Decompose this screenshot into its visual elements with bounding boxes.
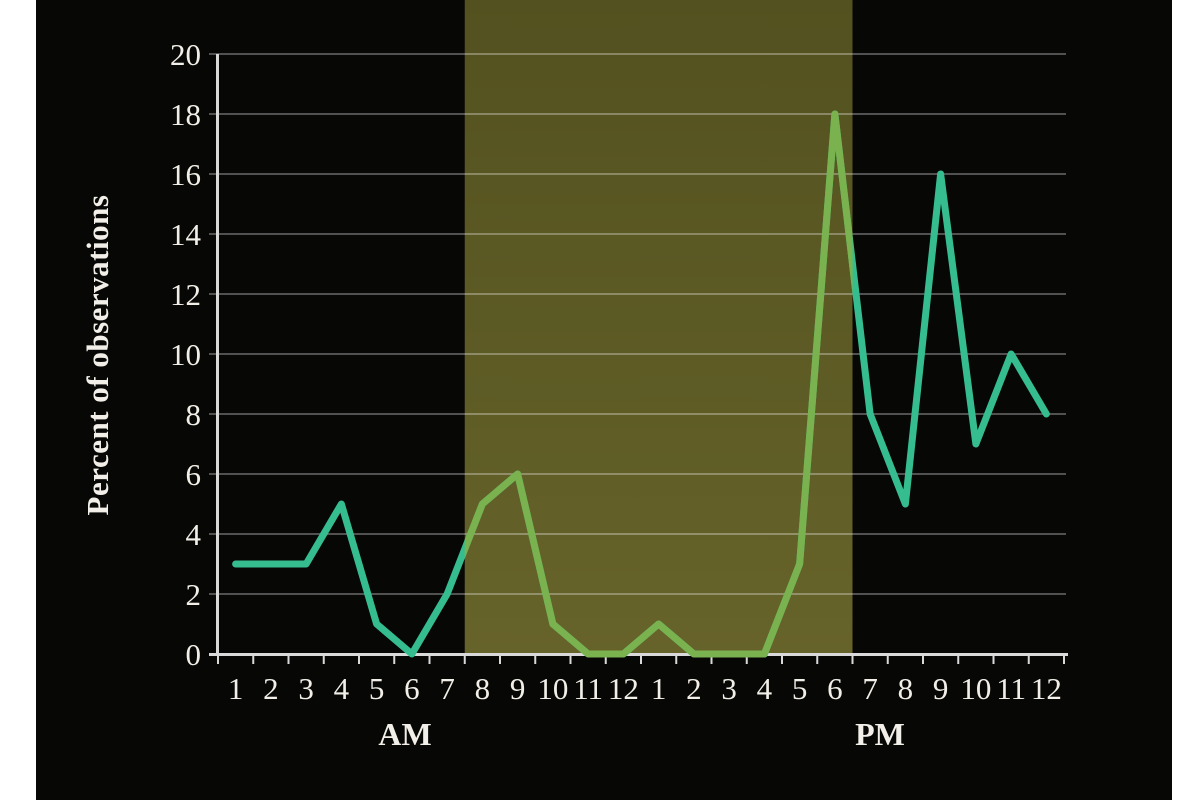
x-tick-label: 1 [651,671,667,706]
pm-group-label: PM [855,716,905,752]
x-tick-label: 9 [510,671,526,706]
activity-line-chart: 1 2 3 4 5 6 7 8 9 10 11 12 1 2 3 4 5 6 7 8 9 10 11 120246810121… [80,0,1068,752]
y-tick-label: 12 [170,277,201,312]
am-group-label: AM [378,716,431,752]
x-tick-label: 4 [334,671,350,706]
plot-area: 1 2 3 4 5 6 7 8 9 10 11 12 1 2 3 4 5 6 7 8 9 10 11 120246810121… [170,0,1068,706]
shaded-region [464,0,853,655]
x-tick-label: 10 [537,671,568,706]
x-tick-label: 12 [1031,671,1062,706]
x-tick-label: 3 [298,671,314,706]
y-tick-label: 4 [186,517,202,552]
x-tick-label: 6 [827,671,843,706]
x-tick-label: 11 [573,671,603,706]
x-tick-label: 10 [960,671,991,706]
y-tick-label: 0 [186,637,202,672]
y-axis-title: Percent of observations [80,195,115,516]
x-tick-label: 9 [933,671,949,706]
x-tick-label: 1 [228,671,244,706]
y-tick-label: 2 [186,577,202,612]
x-tick-label: 12 [608,671,639,706]
x-tick-label: 2 [263,671,279,706]
x-tick-label: 7 [862,671,878,706]
y-tick-label: 20 [170,37,201,72]
activity-line-shaded [464,110,853,658]
y-tick-label: 10 [170,337,201,372]
x-tick-label: 4 [757,671,773,706]
x-tick-label: 8 [475,671,491,706]
x-tick-label: 5 [369,671,385,706]
x-tick-label: 11 [996,671,1026,706]
x-tick-label: 3 [721,671,737,706]
x-tick-label: 6 [404,671,420,706]
y-tick-label: 6 [186,457,202,492]
y-tick-label: 16 [170,157,201,192]
x-tick-label: 5 [792,671,808,706]
y-tick-label: 8 [186,397,202,432]
x-tick-label: 8 [898,671,914,706]
chart-canvas: 1 2 3 4 5 6 7 8 9 10 11 12 1 2 3 4 5 6 7 8 9 10 11 12 0 2 4 6 8 10 12 1… [36,0,1172,800]
x-tick-label: 7 [439,671,455,706]
x-tick-label: 2 [686,671,702,706]
y-tick-label: 14 [170,217,202,252]
y-tick-label: 18 [170,97,201,132]
